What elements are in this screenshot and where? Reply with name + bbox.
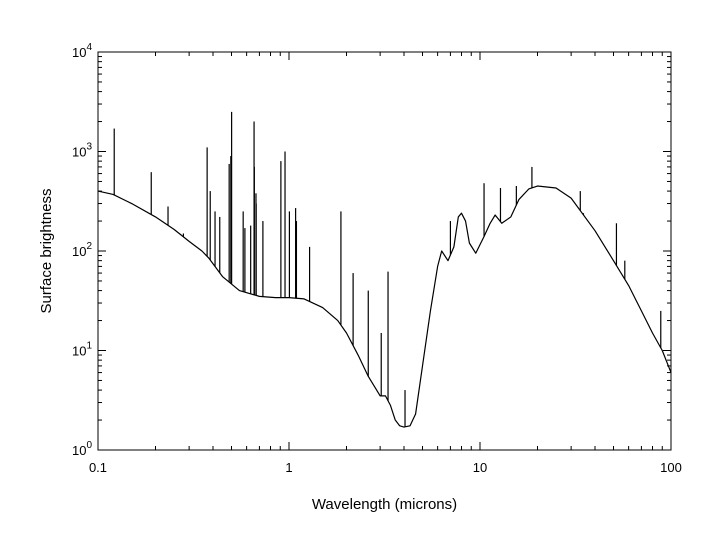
x-tick-labels: 0.1 1 10 100 xyxy=(89,460,682,475)
y-tick-label: 101 xyxy=(72,341,92,359)
plot-frame xyxy=(97,51,672,451)
y-tick-label: 103 xyxy=(72,142,92,160)
y-tick-label-exponent: 3 xyxy=(86,142,92,153)
y-tick-label-base: 10 xyxy=(72,344,86,359)
y-tick-label-base: 10 xyxy=(72,145,86,160)
x-tick-label: 10 xyxy=(473,460,487,475)
x-axis-title: Wavelength (microns) xyxy=(312,496,457,513)
y-tick-label-exponent: 4 xyxy=(86,42,92,53)
emission-lines xyxy=(113,111,662,427)
y-tick-label: 104 xyxy=(72,42,92,60)
x-tick-label: 1 xyxy=(285,460,292,475)
x-tick-label: 0.1 xyxy=(89,460,107,475)
y-tick-label-exponent: 2 xyxy=(86,241,92,252)
y-tick-label-base: 10 xyxy=(72,443,86,458)
y-tick-label-base: 10 xyxy=(72,244,86,259)
y-tick-label: 102 xyxy=(72,241,92,259)
minor-ticks xyxy=(98,52,671,450)
y-tick-label-base: 10 xyxy=(72,45,86,60)
major-ticks xyxy=(97,51,672,451)
y-tick-label: 100 xyxy=(72,440,92,458)
x-tick-label: 100 xyxy=(660,460,682,475)
y-axis-title: Surface brightness xyxy=(38,188,55,313)
y-tick-label-exponent: 0 xyxy=(86,440,92,451)
spectrum-series-line xyxy=(97,185,672,428)
y-tick-label-exponent: 1 xyxy=(86,341,92,352)
